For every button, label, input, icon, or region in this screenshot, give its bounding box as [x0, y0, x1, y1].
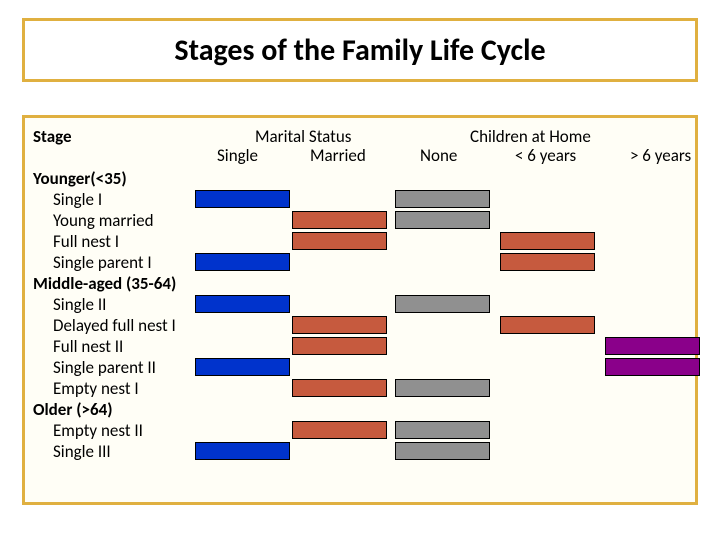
bar-none	[395, 211, 490, 229]
stage-label: Single II	[53, 294, 106, 315]
header-single: Single	[217, 145, 258, 166]
stage-label: Full nest I	[53, 231, 119, 252]
bar-none	[395, 421, 490, 439]
bar-single	[195, 253, 290, 271]
bar-none	[395, 295, 490, 313]
stage-label: Single III	[53, 441, 111, 462]
header-gt6: > 6 years	[630, 145, 691, 166]
bar-married	[292, 211, 387, 229]
header-none: None	[420, 145, 457, 166]
bar-married	[292, 232, 387, 250]
header-marital: Marital Status	[255, 126, 351, 147]
stage-label: Young married	[53, 210, 154, 231]
header-children: Children at Home	[470, 126, 591, 147]
bar-married	[292, 379, 387, 397]
group-label: Middle-aged (35-64)	[33, 273, 176, 294]
stage-label: Full nest II	[53, 336, 123, 357]
bar-single	[195, 190, 290, 208]
group-label: Younger(<35)	[33, 168, 127, 189]
bar-single	[195, 358, 290, 376]
bar-single	[195, 442, 290, 460]
stage-label: Empty nest II	[53, 420, 143, 441]
stage-label: Single parent I	[53, 252, 152, 273]
stage-label: Single I	[53, 189, 102, 210]
main-panel: Stage Marital Status Children at Home Si…	[22, 115, 698, 505]
bar-married	[292, 421, 387, 439]
title-text: Stages of the Family Life Cycle	[174, 32, 545, 69]
stage-label: Single parent II	[53, 357, 156, 378]
title-box: Stages of the Family Life Cycle	[22, 18, 698, 82]
bar-none	[395, 442, 490, 460]
header-lt6: < 6 years	[515, 145, 576, 166]
bar-lt6	[500, 232, 595, 250]
group-label: Older (>64)	[33, 399, 113, 420]
bar-gt6	[605, 358, 700, 376]
bar-single	[195, 295, 290, 313]
header-stage: Stage	[33, 126, 72, 147]
bar-none	[395, 379, 490, 397]
stage-label: Delayed full nest I	[53, 315, 176, 336]
bar-none	[395, 190, 490, 208]
header-married: Married	[310, 145, 366, 166]
bar-gt6	[605, 337, 700, 355]
bar-lt6	[500, 316, 595, 334]
stage-label: Empty nest I	[53, 378, 139, 399]
bar-married	[292, 337, 387, 355]
bar-married	[292, 316, 387, 334]
bar-lt6	[500, 253, 595, 271]
